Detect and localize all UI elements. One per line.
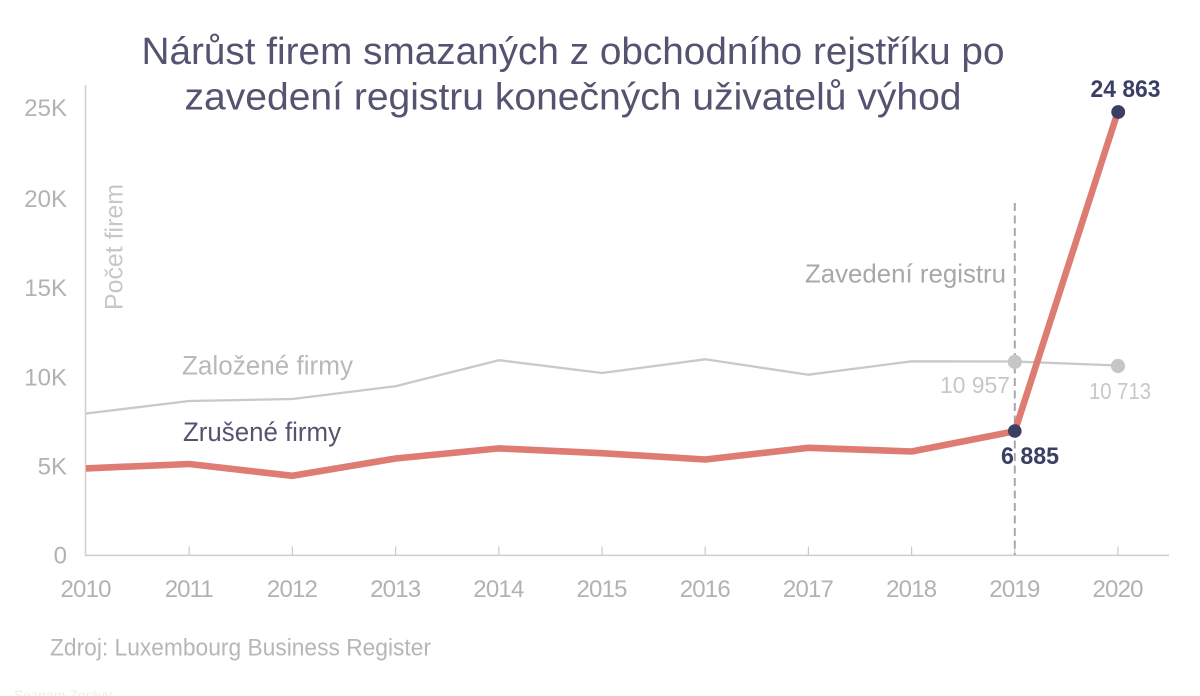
svg-text:2013: 2013: [370, 576, 421, 603]
svg-text:24 863: 24 863: [1091, 76, 1161, 103]
svg-text:2014: 2014: [473, 576, 524, 603]
svg-text:2016: 2016: [680, 576, 731, 603]
svg-text:Nárůst firem smazaných z obcho: Nárůst firem smazaných z obchodního rejs…: [142, 31, 1005, 73]
svg-text:Zavedení registru: Zavedení registru: [805, 258, 1006, 288]
svg-text:Zdroj: Luxembourg Business Reg: Zdroj: Luxembourg Business Register: [50, 635, 431, 662]
svg-text:2017: 2017: [783, 576, 834, 603]
svg-text:2015: 2015: [577, 576, 628, 603]
svg-text:10K: 10K: [24, 364, 67, 391]
svg-text:2019: 2019: [989, 576, 1040, 603]
svg-text:10 713: 10 713: [1089, 378, 1151, 404]
svg-text:15K: 15K: [24, 275, 67, 302]
svg-text:Seznam Zprávy: Seznam Zprávy: [14, 687, 112, 696]
svg-text:0: 0: [54, 543, 67, 570]
svg-text:2012: 2012: [267, 576, 318, 603]
svg-text:zavedení registru konečných už: zavedení registru konečných uživatelů vý…: [185, 77, 962, 119]
svg-text:Zrušené firmy: Zrušené firmy: [183, 417, 342, 447]
svg-text:Založené firmy: Založené firmy: [182, 351, 354, 381]
svg-text:2018: 2018: [886, 576, 937, 603]
svg-text:6 885: 6 885: [1001, 443, 1059, 470]
svg-text:10 957: 10 957: [940, 372, 1010, 398]
svg-text:Počet firem: Počet firem: [101, 184, 129, 310]
svg-text:5K: 5K: [38, 454, 67, 481]
svg-text:25K: 25K: [24, 95, 67, 122]
svg-text:2011: 2011: [165, 576, 214, 603]
svg-text:2020: 2020: [1093, 576, 1144, 603]
svg-text:20K: 20K: [24, 186, 67, 213]
svg-text:2010: 2010: [61, 576, 112, 603]
